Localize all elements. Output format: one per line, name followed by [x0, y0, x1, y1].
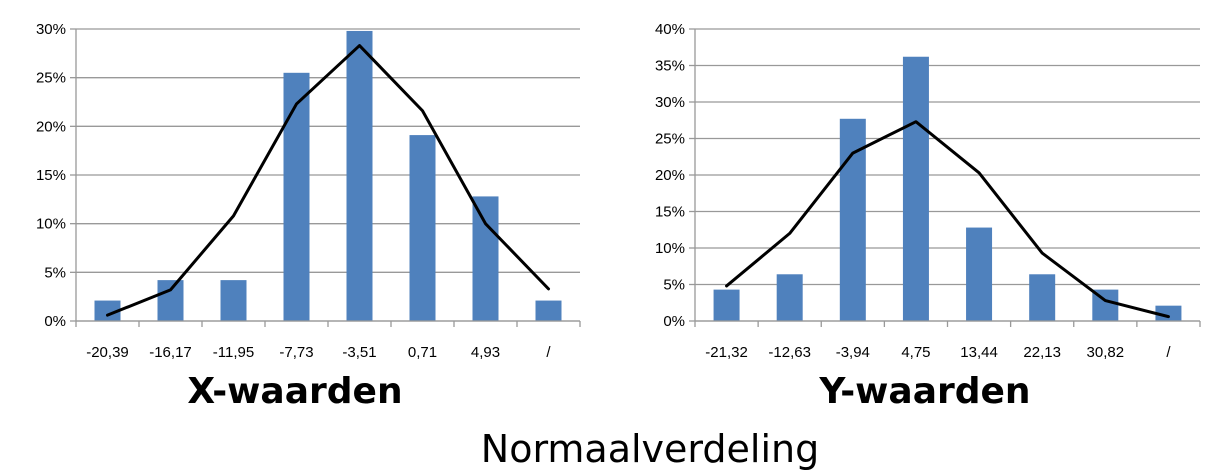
y-tick-label: 30%	[36, 21, 66, 38]
y-tick-label: 40%	[655, 21, 685, 38]
x-tick-label: -16,17	[149, 344, 192, 361]
bar	[409, 135, 436, 321]
x-tick-label: -12,63	[768, 344, 811, 361]
bar	[966, 227, 993, 321]
figure-caption: Normaalverdeling	[481, 427, 819, 471]
x-tick-label: 22,13	[1023, 344, 1061, 361]
y-tick-label: 20%	[655, 167, 685, 184]
y-tick-label: 10%	[36, 216, 66, 233]
y-tick-label: 5%	[44, 264, 66, 281]
bar	[1155, 305, 1182, 321]
x-tick-label: /	[1166, 344, 1171, 361]
bar	[1029, 274, 1056, 321]
x-tick-label: -3,51	[342, 344, 376, 361]
x-tick-label: /	[546, 344, 551, 361]
x-values-chart: 0% 5% 10% 15% 20% 25% 30% -20,39 -16,17 -11,95 -7,…	[36, 21, 581, 412]
y-tick-label: 5%	[663, 277, 685, 294]
y-tick-label: 35%	[655, 58, 685, 75]
x-tick-label: 4,75	[901, 344, 930, 361]
y-tick-label: 0%	[44, 313, 66, 330]
bar	[283, 72, 310, 321]
x-tick-label: 4,93	[471, 344, 500, 361]
x-tick-label: -21,32	[705, 344, 748, 361]
bar	[94, 300, 121, 321]
x-tick-label: -11,95	[213, 344, 254, 361]
bar	[220, 280, 247, 321]
x-tick-label: -7,73	[279, 344, 313, 361]
x-tick-label: 0,71	[408, 344, 437, 361]
bar	[346, 30, 373, 322]
y-tick-label: 10%	[655, 240, 685, 257]
x-axis-label: X-waarden	[187, 371, 402, 412]
y-tick-label: 25%	[655, 131, 685, 148]
y-tick-label: 25%	[36, 70, 66, 87]
bar	[713, 289, 740, 321]
bar	[472, 196, 499, 321]
bar	[902, 56, 929, 322]
series-line	[106, 44, 550, 317]
x-tick-label: -20,39	[86, 344, 129, 361]
series-line	[725, 120, 1170, 319]
y-tick-label: 15%	[36, 167, 66, 184]
bar	[157, 280, 184, 321]
x-tick-label: 13,44	[960, 344, 998, 361]
bar	[776, 274, 803, 321]
x-axis-label: Y-waarden	[818, 371, 1030, 412]
y-tick-label: 20%	[36, 118, 66, 135]
y-tick-label: 15%	[655, 204, 685, 221]
y-tick-label: 30%	[655, 94, 685, 111]
y-values-chart: 0% 5% 10% 15% 20% 25% 30% 35% 40% -21,32 -12,63 -3,…	[655, 21, 1201, 412]
x-tick-label: 30,82	[1087, 344, 1125, 361]
x-tick-label: -3,94	[836, 344, 870, 361]
y-tick-label: 0%	[663, 313, 685, 330]
bar	[535, 300, 562, 321]
